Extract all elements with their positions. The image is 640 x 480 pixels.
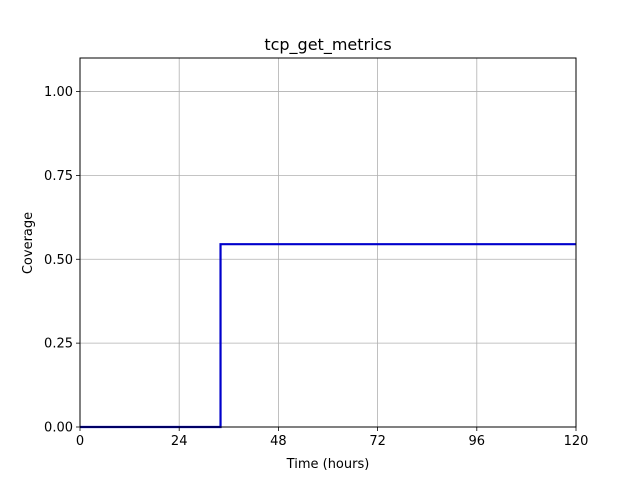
chart-title: tcp_get_metrics bbox=[264, 35, 391, 55]
x-tick-label: 96 bbox=[469, 434, 486, 449]
grid-lines bbox=[79, 58, 577, 428]
y-tick-label: 1.00 bbox=[44, 85, 73, 100]
axis-ticks: 0 24 48 72 96 120 0.00 0.25 0.50 0.75 1.00 bbox=[44, 85, 588, 449]
y-tick-label: 0.00 bbox=[44, 421, 73, 436]
y-axis-label: Coverage bbox=[21, 212, 36, 274]
x-tick-label: 48 bbox=[270, 434, 287, 449]
x-tick-label: 120 bbox=[564, 434, 589, 449]
plot-frame bbox=[79, 57, 577, 428]
plot-area bbox=[80, 58, 576, 427]
x-tick-label: 24 bbox=[171, 434, 188, 449]
y-tick-label: 0.50 bbox=[44, 253, 73, 268]
x-tick-label: 72 bbox=[369, 434, 386, 449]
y-tick-label: 0.75 bbox=[44, 169, 73, 184]
y-tick-label: 0.25 bbox=[44, 337, 73, 352]
x-tick-label: 0 bbox=[76, 434, 84, 449]
x-axis-label: Time (hours) bbox=[286, 457, 370, 472]
